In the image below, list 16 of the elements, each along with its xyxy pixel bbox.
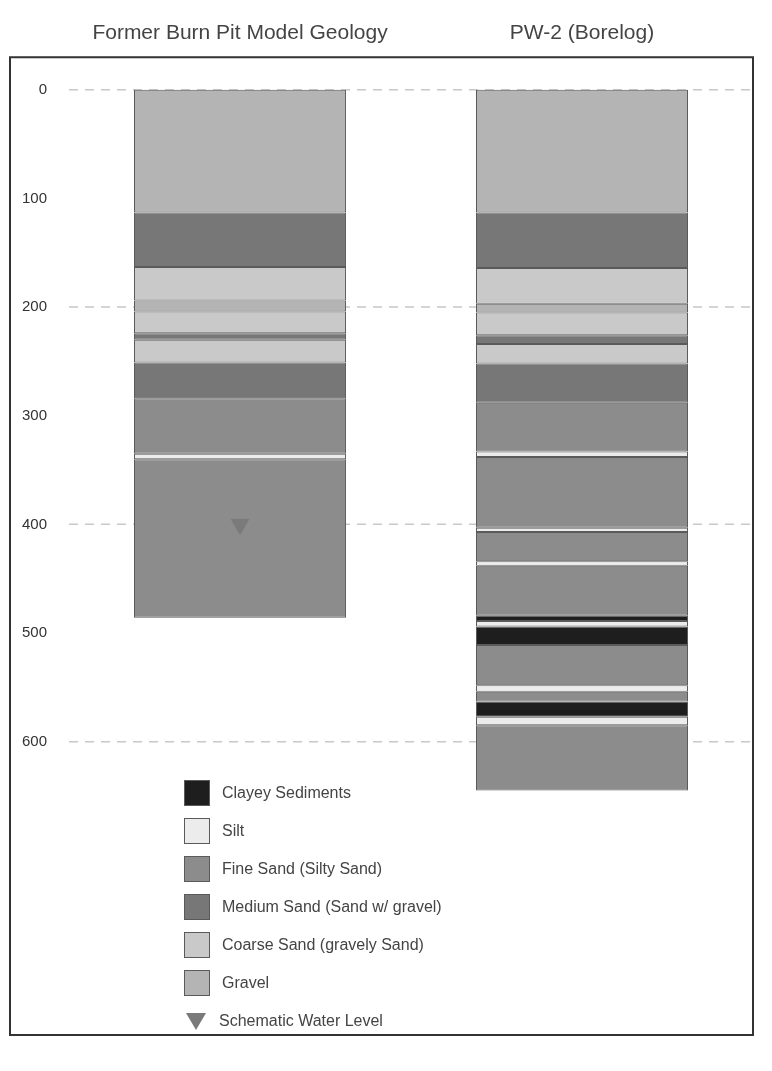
legend-label: Silt: [222, 822, 245, 840]
y-tick-label: 600: [22, 731, 48, 749]
y-tick-label: 300: [22, 405, 48, 423]
legend-label: Clayey Sediments: [222, 784, 351, 802]
legend-label: Coarse Sand (gravely Sand): [222, 936, 424, 954]
legend-label: Schematic Water Level: [219, 1012, 383, 1030]
x-tick-label: Former Burn Pit Model Geology: [92, 20, 389, 44]
y-tick-label: 0: [38, 79, 48, 97]
y-tick-label: 500: [22, 623, 48, 641]
x-tick-label: PW-2 (Borelog): [509, 20, 655, 44]
y-tick-label: 400: [22, 514, 48, 532]
legend-label: Medium Sand (Sand w/ gravel): [222, 898, 442, 916]
legend-label: Gravel: [222, 974, 270, 992]
y-tick-label: 200: [22, 297, 48, 315]
legend-label: Fine Sand (Silty Sand): [222, 860, 383, 878]
y-tick-label: 100: [22, 188, 48, 206]
